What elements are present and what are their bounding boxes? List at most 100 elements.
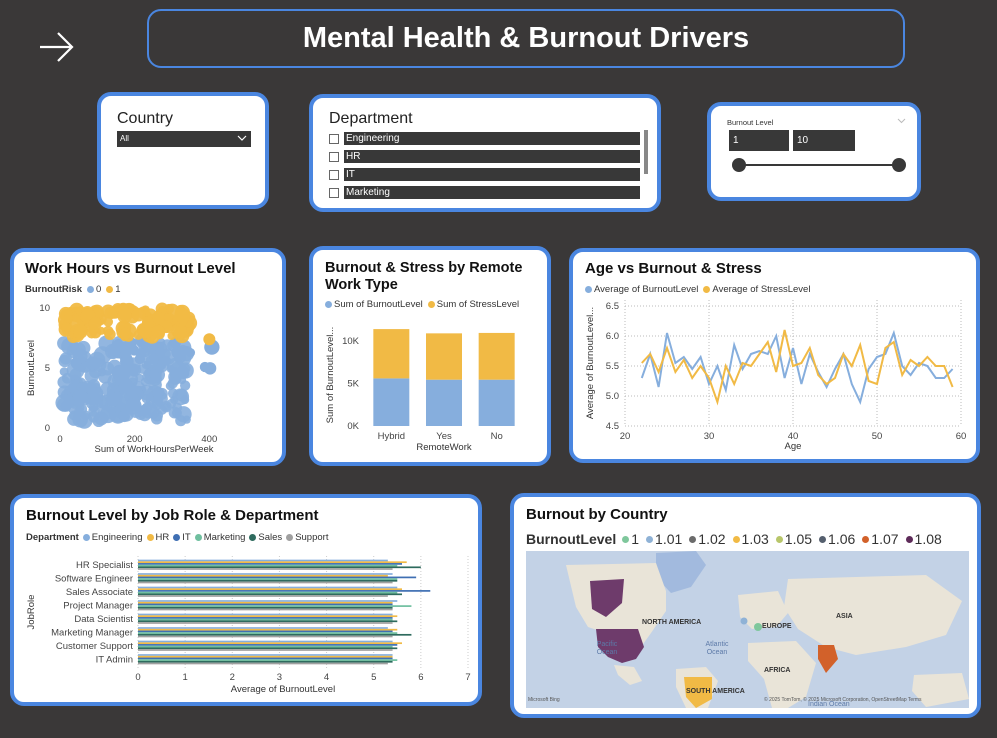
- bar[interactable]: [138, 633, 412, 636]
- bar[interactable]: [138, 586, 398, 589]
- bar[interactable]: [138, 574, 388, 577]
- bar[interactable]: [138, 622, 393, 624]
- checkbox[interactable]: [329, 133, 339, 144]
- legend-item[interactable]: Sum of StressLevel: [427, 299, 519, 310]
- legend-item[interactable]: Support: [286, 532, 328, 543]
- legend-item[interactable]: HR: [146, 532, 169, 543]
- legend-item[interactable]: Average of StressLevel: [703, 284, 810, 295]
- department-option[interactable]: IT: [329, 168, 640, 181]
- checkbox[interactable]: [329, 169, 339, 180]
- department-option[interactable]: HR: [329, 150, 640, 163]
- bar[interactable]: [138, 603, 393, 606]
- map-label-north-america: NORTH AMERICA: [642, 619, 702, 626]
- checkbox[interactable]: [329, 187, 339, 198]
- legend-swatch: [194, 534, 202, 541]
- bar[interactable]: [138, 576, 417, 579]
- burnout-min-input[interactable]: 1: [729, 130, 789, 151]
- legend-item[interactable]: 1.03: [732, 531, 769, 547]
- legend-item[interactable]: 1.08: [905, 531, 942, 547]
- burnout-max-input[interactable]: 10: [793, 130, 855, 151]
- bar[interactable]: [138, 600, 398, 602]
- bar[interactable]: [138, 579, 398, 582]
- slider-track[interactable]: [739, 164, 899, 166]
- bar[interactable]: [138, 595, 388, 597]
- legend-swatch: [732, 535, 740, 543]
- bar[interactable]: [138, 593, 402, 596]
- bar[interactable]: [138, 632, 398, 634]
- bar[interactable]: [138, 620, 398, 623]
- bar-segment[interactable]: [426, 333, 462, 380]
- checkbox[interactable]: [329, 151, 339, 162]
- legend-item[interactable]: 1: [622, 531, 639, 547]
- bar[interactable]: [138, 630, 393, 633]
- bar[interactable]: [138, 568, 393, 570]
- bar[interactable]: [138, 591, 398, 594]
- bar[interactable]: [138, 606, 393, 609]
- department-option[interactable]: Marketing: [329, 186, 640, 199]
- world-map[interactable]: [526, 551, 969, 708]
- bar[interactable]: [138, 605, 412, 607]
- chevron-down-icon[interactable]: [897, 118, 906, 124]
- bar[interactable]: [138, 659, 398, 661]
- bar[interactable]: [138, 640, 393, 643]
- bar[interactable]: [138, 573, 393, 575]
- legend-item[interactable]: 1.05: [775, 531, 812, 547]
- legend-item[interactable]: Average of BurnoutLevel: [585, 284, 698, 295]
- legend-item[interactable]: 1.06: [819, 531, 855, 547]
- bar[interactable]: [138, 608, 393, 611]
- slicer-scrollbar[interactable]: [644, 130, 648, 174]
- map-area[interactable]: NORTH AMERICA EUROPE ASIA AFRICA SOUTH A…: [526, 551, 969, 708]
- bar[interactable]: [138, 645, 393, 648]
- department-option[interactable]: Engineering: [329, 132, 640, 145]
- bar[interactable]: [138, 561, 407, 564]
- bar[interactable]: [138, 662, 388, 665]
- legend-item[interactable]: Sales: [249, 532, 282, 543]
- bar[interactable]: [138, 660, 393, 663]
- legend-item[interactable]: 1.01: [646, 531, 682, 547]
- bar[interactable]: [138, 578, 398, 580]
- bar[interactable]: [138, 647, 398, 650]
- series-line[interactable]: [640, 329, 954, 405]
- bar[interactable]: [138, 563, 402, 565]
- bar-segment[interactable]: [373, 329, 410, 379]
- bar[interactable]: [138, 615, 398, 618]
- bar[interactable]: [138, 590, 431, 592]
- bar[interactable]: [138, 618, 393, 621]
- legend-label: 1: [631, 531, 640, 547]
- bar[interactable]: [138, 601, 393, 604]
- legend-item[interactable]: 1.07: [862, 531, 899, 547]
- bar-segment[interactable]: [426, 379, 462, 426]
- bar[interactable]: [138, 657, 393, 660]
- bar[interactable]: [138, 628, 398, 631]
- legend-item[interactable]: Marketing: [194, 532, 245, 543]
- bar-segment[interactable]: [478, 379, 515, 426]
- bar[interactable]: [138, 644, 398, 646]
- bar[interactable]: [138, 617, 393, 619]
- slider-handle-min[interactable]: [732, 158, 746, 172]
- legend-item[interactable]: Sum of BurnoutLevel: [325, 299, 423, 310]
- bar[interactable]: [138, 649, 393, 651]
- bar-segment[interactable]: [373, 378, 410, 426]
- bar[interactable]: [138, 566, 421, 569]
- bar[interactable]: [138, 642, 402, 645]
- bar[interactable]: [138, 559, 388, 562]
- legend-item[interactable]: IT: [173, 532, 191, 543]
- bar[interactable]: [138, 581, 393, 584]
- series-line[interactable]: [641, 329, 954, 406]
- slider-handle-max[interactable]: [892, 158, 906, 172]
- country-dropdown[interactable]: All: [117, 131, 251, 147]
- legend-item[interactable]: Engineering: [82, 532, 143, 543]
- legend-item[interactable]: 1: [106, 284, 121, 295]
- bar[interactable]: [138, 613, 393, 616]
- bar-segment[interactable]: [478, 332, 515, 380]
- bar[interactable]: [138, 635, 393, 638]
- chevron-down-icon: [237, 135, 247, 141]
- legend-item[interactable]: 1.02: [689, 531, 726, 547]
- bar[interactable]: [138, 627, 388, 629]
- bar[interactable]: [138, 564, 398, 567]
- bar[interactable]: [138, 588, 402, 591]
- bar[interactable]: [138, 655, 393, 658]
- legend-item[interactable]: 0: [87, 284, 101, 295]
- back-arrow-icon[interactable]: [38, 30, 76, 64]
- bar[interactable]: [138, 654, 393, 656]
